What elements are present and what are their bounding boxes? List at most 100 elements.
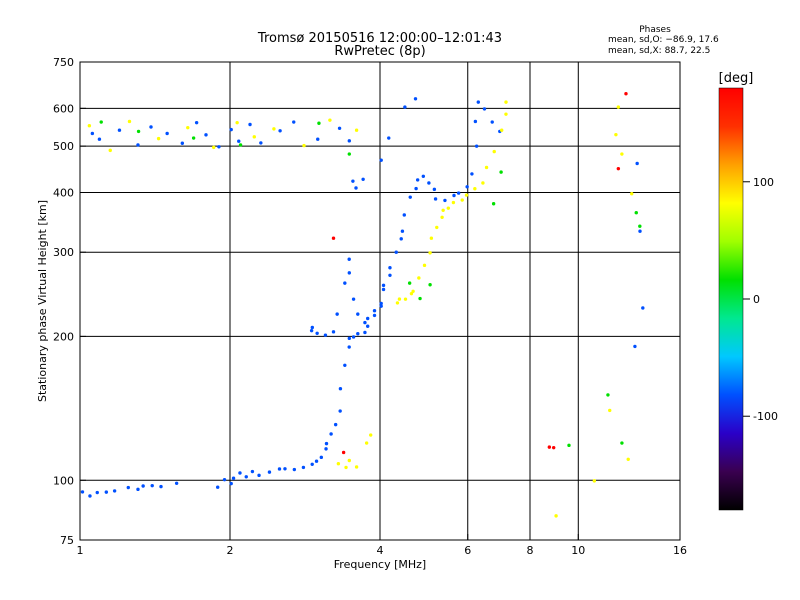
x-tick-label: 6 [464, 544, 471, 557]
colorbar-label: [deg] [719, 71, 754, 86]
data-point [403, 105, 407, 109]
colorbar-ticks: 100 0 -100 [743, 176, 778, 423]
data-point [641, 306, 645, 310]
data-point [80, 490, 85, 494]
data-point [238, 471, 242, 475]
data-point [403, 297, 408, 301]
data-point [354, 465, 359, 469]
data-point [606, 393, 610, 397]
data-point [292, 467, 297, 472]
data-point [117, 128, 122, 132]
data-point [484, 165, 489, 170]
data-point [395, 301, 400, 305]
data-point [364, 441, 369, 445]
data-point [136, 143, 140, 147]
data-point [397, 297, 402, 301]
data-point [323, 333, 328, 337]
data-point [372, 309, 377, 313]
data-point [324, 441, 329, 446]
data-point [482, 107, 487, 111]
data-point [356, 332, 360, 336]
data-point [415, 178, 420, 182]
data-point [354, 186, 358, 190]
data-point [277, 467, 282, 471]
data-point [379, 301, 383, 306]
data-point [379, 158, 383, 162]
data-point [347, 152, 352, 156]
data-point [136, 487, 140, 492]
data-point [335, 312, 339, 316]
data-point [465, 185, 469, 189]
data-point [191, 136, 196, 140]
data-point [235, 120, 239, 125]
data-point [361, 177, 365, 182]
phases-title: Phases [639, 25, 671, 35]
data-point [547, 445, 552, 449]
data-point [328, 118, 332, 122]
data-point [456, 191, 461, 195]
data-point [616, 105, 621, 109]
data-point [174, 481, 179, 485]
data-point [624, 92, 628, 96]
data-point [347, 271, 352, 275]
data-point [204, 133, 208, 137]
data-point [237, 139, 241, 143]
data-point [421, 174, 426, 178]
data-point [567, 443, 571, 448]
data-point [329, 432, 333, 436]
x-tick-label: 10 [571, 544, 585, 557]
data-point [499, 170, 503, 174]
data-point [626, 457, 630, 461]
data-point [319, 455, 324, 460]
data-point [126, 485, 130, 490]
data-point [136, 129, 141, 134]
data-point [336, 462, 341, 466]
data-point [229, 127, 233, 132]
x-tick-label: 1 [77, 544, 84, 557]
data-point [451, 200, 456, 205]
data-point [433, 197, 438, 201]
data-point [638, 224, 642, 228]
data-point [267, 470, 272, 474]
data-point [429, 236, 434, 240]
data-point [338, 387, 343, 391]
data-point [252, 135, 256, 139]
data-point [473, 187, 477, 191]
data-point [616, 166, 621, 171]
data-point [292, 120, 296, 124]
data-point [418, 296, 422, 301]
data-point [302, 143, 306, 148]
data-point [165, 131, 169, 136]
data-point [156, 136, 161, 141]
data-point [432, 187, 437, 192]
data-point [217, 145, 221, 149]
data-point [608, 408, 612, 413]
data-point [500, 128, 504, 132]
data-point [331, 330, 336, 334]
data-point [341, 450, 346, 455]
data-point [186, 125, 190, 130]
data-point [492, 149, 496, 154]
data-point [351, 297, 356, 301]
data-point [630, 191, 634, 196]
data-point [149, 125, 153, 129]
data-point [90, 131, 95, 136]
y-tick-label: 75 [60, 534, 74, 547]
data-point [368, 433, 373, 437]
data-point [316, 137, 320, 141]
data-point [351, 179, 355, 183]
x-tick-label: 8 [527, 544, 534, 557]
y-tick-label: 300 [53, 246, 74, 259]
data-point [127, 119, 132, 124]
data-point [441, 208, 445, 213]
data-point [248, 122, 252, 127]
data-point [310, 462, 314, 467]
data-point [354, 128, 359, 132]
data-point [388, 273, 392, 277]
data-point [388, 266, 392, 270]
data-point [504, 112, 508, 116]
data-point [435, 225, 439, 230]
data-point [301, 465, 306, 470]
data-point [470, 172, 474, 176]
data-point [443, 198, 447, 203]
